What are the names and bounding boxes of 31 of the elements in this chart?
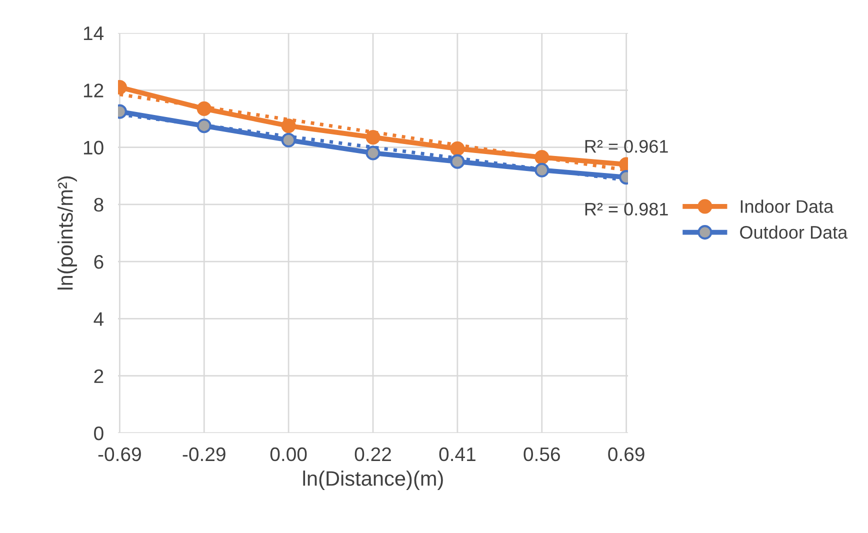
x-tick-label: 0.00	[270, 447, 307, 462]
legend-label: Indoor Data	[740, 200, 834, 213]
y-tick-label: 6	[94, 255, 104, 269]
point	[281, 118, 296, 134]
point	[366, 130, 380, 145]
y-tick-label: 0	[94, 426, 104, 440]
point	[450, 141, 465, 156]
y-tick-label: 4	[94, 312, 104, 326]
y-tick-label: 14	[84, 26, 104, 40]
x-tick-label: 0.69	[608, 447, 644, 462]
y-tick-label: 12	[84, 84, 104, 98]
point	[450, 154, 465, 169]
point	[281, 132, 296, 148]
x-axis-title: ln(Distance)(m)	[303, 470, 443, 490]
y-tick-label: 10	[84, 140, 104, 155]
x-tick-label: 0.22	[354, 447, 391, 462]
point	[196, 101, 212, 116]
x-tick-label: -0.29	[182, 447, 226, 462]
y-axis-title: ln(points/m²)	[58, 176, 77, 290]
legend-label: Outdoor Data	[740, 226, 848, 239]
point	[534, 150, 550, 165]
x-tick-label: 0.56	[524, 447, 560, 462]
annotation: R² = 0.981	[585, 202, 668, 216]
x-tick-label: -0.69	[98, 447, 141, 462]
annotation: R² = 0.961	[585, 140, 668, 153]
point	[534, 162, 550, 178]
y-tick-label: 2	[94, 369, 104, 383]
point	[196, 118, 212, 134]
y-tick-label: 8	[94, 198, 104, 212]
x-tick-label: 0.41	[439, 447, 476, 462]
point	[366, 146, 380, 160]
